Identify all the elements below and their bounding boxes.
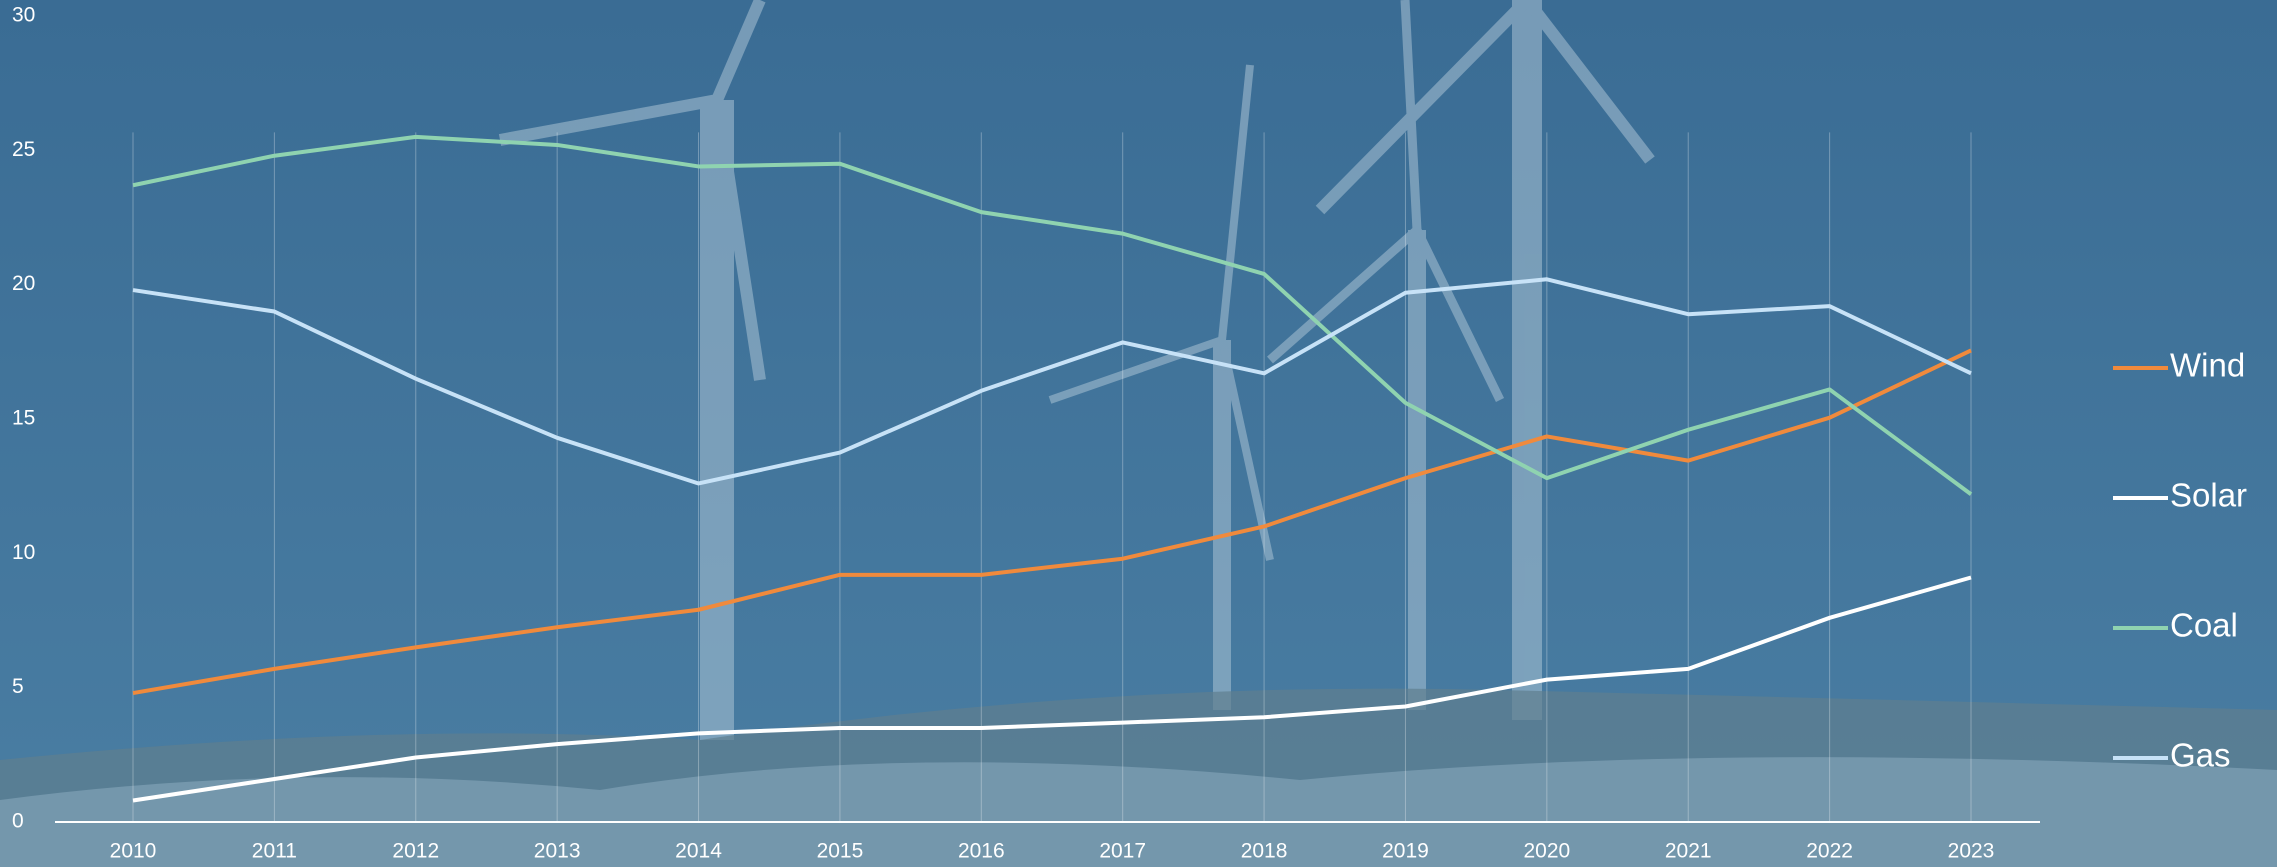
x-tick-label: 2022 (1806, 840, 1853, 863)
x-tick-label: 2014 (675, 840, 722, 863)
x-tick-label: 2023 (1948, 840, 1995, 863)
y-tick-label: 25 (12, 138, 35, 161)
x-tick-label: 2010 (110, 840, 157, 863)
x-tick-label: 2011 (252, 840, 297, 863)
legend-label: Gas (2170, 737, 2231, 774)
y-tick-label: 15 (12, 407, 35, 430)
legend-label: Solar (2170, 477, 2247, 514)
legend-label: Coal (2170, 607, 2238, 644)
x-tick-label: 2015 (817, 840, 864, 863)
y-tick-label: 30 (12, 4, 35, 27)
y-tick-label: 20 (12, 272, 35, 295)
x-tick-label: 2020 (1523, 840, 1570, 863)
legend-label: Wind (2170, 347, 2245, 384)
x-tick-label: 2012 (392, 840, 439, 863)
y-tick-label: 10 (12, 541, 35, 564)
chart: 0 5 10 15 20 25 30 2010 2011 2012 2013 2014 2015 2016… (0, 0, 2277, 867)
x-tick-label: 2013 (534, 840, 581, 863)
y-tick-label: 0 (12, 810, 24, 833)
x-tick-label: 2016 (958, 840, 1005, 863)
x-tick-label: 2021 (1665, 840, 1712, 863)
x-tick-label: 2018 (1241, 840, 1288, 863)
x-tick-label: 2019 (1382, 840, 1429, 863)
page: {"chart_data": {"type": "line", "categor… (0, 0, 2277, 867)
x-tick-label: 2017 (1099, 840, 1146, 863)
y-tick-label: 5 (12, 675, 24, 698)
